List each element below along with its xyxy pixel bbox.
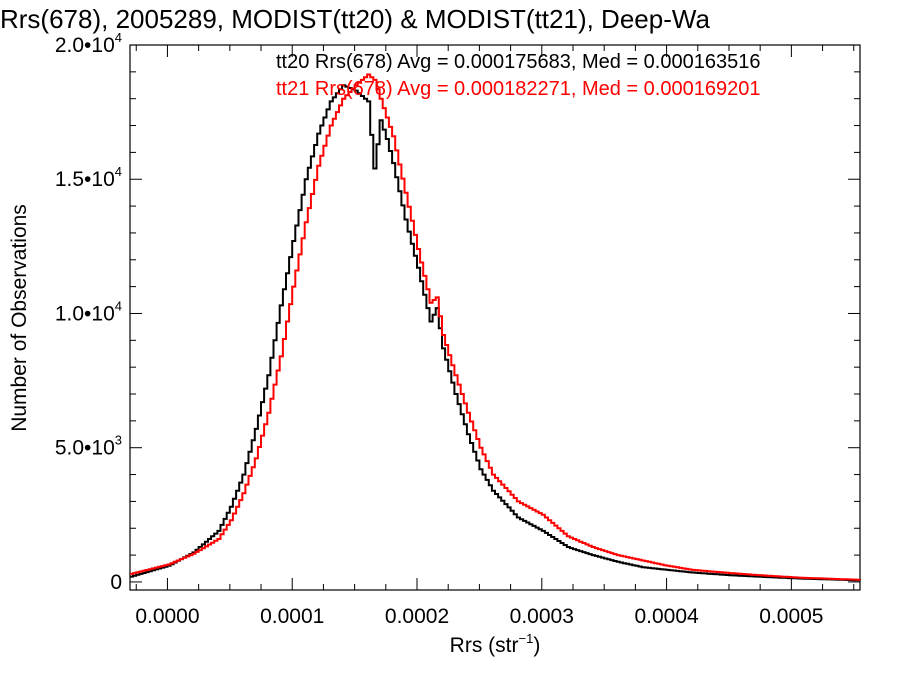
y-axis-label: Number of Observations (8, 204, 31, 432)
x-tick-label: 0.0002 (385, 605, 449, 628)
y-tick-exponent: 4 (115, 298, 122, 313)
series-tt21-histogram (130, 73, 861, 581)
legend-entry-tt20: tt20 Rrs(678) Avg = 0.000175683, Med = 0… (276, 51, 760, 73)
y-tick-mantissa: 0 (110, 571, 122, 594)
y-tick-exponent: 3 (115, 433, 122, 448)
series-layer (130, 73, 861, 582)
x-tick-label: 0.0004 (634, 605, 699, 628)
series-tt20-histogram (130, 84, 861, 582)
y-tick-label: 5.0•103 (55, 433, 122, 460)
x-tick-label: 0.0005 (759, 605, 823, 628)
plot-frame (129, 44, 861, 591)
x-axis-ticks: 0.0000 0.0001 0.0002 0.0003 0.0004 0.0005 (135, 45, 855, 628)
y-tick-mantissa: 2.0•10 (55, 34, 115, 57)
y-tick-label: 2.0•104 (55, 30, 122, 57)
y-tick-exponent: 4 (115, 164, 122, 179)
x-axis-label: Rrs (str−1) (450, 631, 541, 657)
y-tick-label: 1.0•104 (55, 298, 122, 325)
legend-entry-tt21: tt21 Rrs(678) Avg = 0.000182271, Med = 0… (276, 78, 760, 100)
y-tick-exponent: 4 (115, 30, 122, 45)
y-tick-label: 0 (110, 571, 122, 594)
x-axis-label-close: ) (533, 634, 540, 657)
legend: tt20 Rrs(678) Avg = 0.000175683, Med = 0… (276, 51, 760, 100)
x-axis-label-text: Rrs (str (450, 634, 519, 657)
y-tick-label: 1.5•104 (55, 164, 122, 191)
x-tick-label: 0.0000 (135, 605, 199, 628)
x-tick-label: 0.0001 (260, 605, 324, 628)
x-axis-label-exponent: −1 (519, 631, 534, 646)
y-tick-mantissa: 1.5•10 (55, 168, 115, 191)
chart-title: Rrs(678), 2005289, MODIST(tt20) & MODIST… (0, 4, 710, 34)
y-tick-mantissa: 5.0•10 (55, 437, 115, 460)
y-tick-mantissa: 1.0•10 (55, 302, 115, 325)
x-tick-label: 0.0003 (510, 605, 574, 628)
